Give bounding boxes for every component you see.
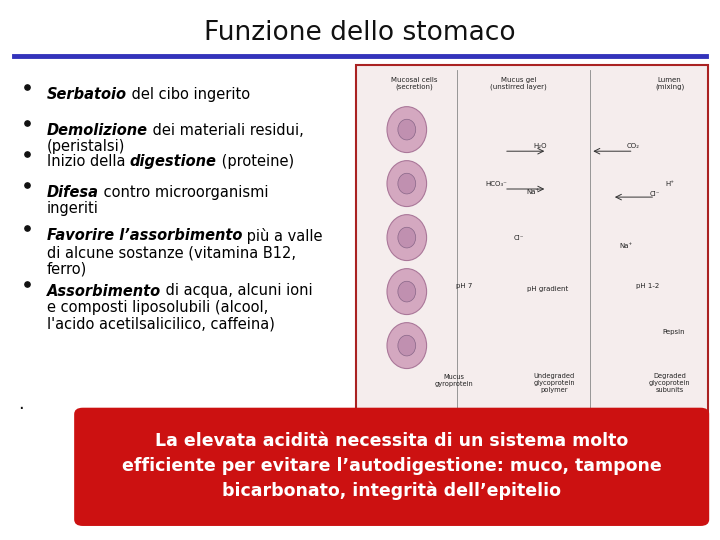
Text: Lumen
(mixing): Lumen (mixing) (655, 77, 684, 90)
Text: l'acido acetilsalicilico, caffeina): l'acido acetilsalicilico, caffeina) (47, 317, 274, 332)
Text: Serbatoio: Serbatoio (47, 87, 127, 103)
Text: ingeriti: ingeriti (47, 201, 99, 217)
Text: contro microorganismi: contro microorganismi (99, 185, 269, 200)
Text: La elevata acidità necessita di un sistema molto
efficiente per evitare l’autodi: La elevata acidità necessita di un siste… (122, 433, 662, 500)
Text: del cibo ingerito: del cibo ingerito (127, 87, 250, 103)
Ellipse shape (387, 322, 426, 368)
Text: ferro): ferro) (47, 262, 87, 277)
Text: Degraded
glycoprotein
subunits: Degraded glycoprotein subunits (649, 373, 690, 394)
Ellipse shape (398, 281, 415, 302)
Text: H₂O: H₂O (534, 143, 546, 149)
Text: Difesa: Difesa (47, 185, 99, 200)
Text: Assorbimento: Assorbimento (47, 284, 161, 299)
Ellipse shape (387, 268, 426, 314)
Text: H⁺: H⁺ (665, 180, 674, 187)
Text: Na⁺: Na⁺ (526, 188, 539, 195)
FancyBboxPatch shape (356, 65, 708, 413)
Text: (proteine): (proteine) (217, 154, 294, 169)
Text: pH 1-2: pH 1-2 (636, 283, 660, 289)
Text: e composti liposolubili (alcool,: e composti liposolubili (alcool, (47, 300, 268, 315)
Text: Mucosal cells
(secretion): Mucosal cells (secretion) (391, 77, 437, 90)
Text: digestione: digestione (130, 154, 217, 169)
Text: Na⁺: Na⁺ (620, 242, 633, 249)
Text: di alcune sostanze (vitamina B12,: di alcune sostanze (vitamina B12, (47, 245, 296, 260)
Text: .: . (18, 395, 24, 413)
Ellipse shape (387, 214, 426, 260)
Text: pH gradient: pH gradient (526, 286, 568, 292)
Text: Mucus
gyroprotein: Mucus gyroprotein (434, 374, 473, 387)
Ellipse shape (387, 107, 426, 152)
Text: Demolizione: Demolizione (47, 123, 148, 138)
Text: dei materiali residui,: dei materiali residui, (148, 123, 304, 138)
Text: Inizio della: Inizio della (47, 154, 130, 169)
Text: più a valle: più a valle (242, 228, 323, 245)
Text: pH 7: pH 7 (456, 283, 472, 289)
Text: Undegraded
glycoprotein
polymer: Undegraded glycoprotein polymer (534, 373, 575, 394)
Text: HCO₃⁻: HCO₃⁻ (486, 180, 508, 187)
Text: di acqua, alcuni ioni: di acqua, alcuni ioni (161, 284, 312, 299)
Text: (peristalsi): (peristalsi) (47, 139, 125, 154)
Ellipse shape (387, 160, 426, 206)
Text: Cl⁻: Cl⁻ (513, 234, 523, 241)
Ellipse shape (398, 335, 415, 356)
Text: Funzione dello stomaco: Funzione dello stomaco (204, 21, 516, 46)
FancyBboxPatch shape (74, 408, 709, 526)
Text: Pepsin: Pepsin (662, 329, 685, 335)
Ellipse shape (398, 119, 415, 140)
Ellipse shape (398, 173, 415, 194)
Text: Mucus gel
(unstirred layer): Mucus gel (unstirred layer) (490, 77, 546, 90)
Text: Cl⁻: Cl⁻ (650, 191, 660, 198)
Ellipse shape (398, 227, 415, 248)
Text: Favorire l’assorbimento: Favorire l’assorbimento (47, 228, 242, 244)
Text: CO₂: CO₂ (627, 143, 640, 149)
